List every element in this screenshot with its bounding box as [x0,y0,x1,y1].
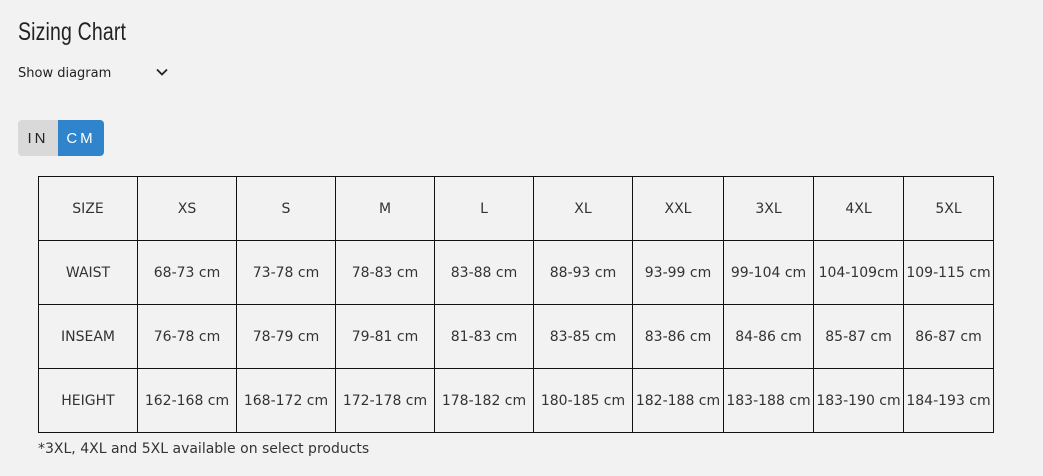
table-cell: 93-99 cm [632,240,724,305]
table-header-row: SIZE XS S M L XL XXL 3XL 4XL 5XL [38,176,994,241]
show-diagram-label: Show diagram [18,65,112,81]
table-row: INSEAM 76-78 cm 78-79 cm 79-81 cm 81-83 cm 83… [38,304,994,369]
table-cell: 76-78 cm [137,304,237,369]
unit-in-button[interactable]: IN [18,120,58,156]
table-cell: XS [137,176,237,241]
table-cell: 180-185 cm [533,368,633,433]
availability-footnote: *3XL, 4XL and 5XL available on select pr… [38,441,370,457]
table-cell: 78-79 cm [236,304,336,369]
table-cell: 79-81 cm [335,304,435,369]
table-cell: 81-83 cm [434,304,534,369]
table-cell: 183-190 cm [813,368,904,433]
table-cell: 3XL [723,176,814,241]
chevron-down-icon [156,68,168,76]
page-title: Sizing Chart [18,18,127,46]
table-cell: S [236,176,336,241]
table-cell: 85-87 cm [813,304,904,369]
table-cell: 178-182 cm [434,368,534,433]
table-cell: 172-178 cm [335,368,435,433]
row-label-cell: HEIGHT [38,368,138,433]
size-chart-table: SIZE XS S M L XL XXL 3XL 4XL 5XL WAIST 68-73 cm 73-7… [38,176,994,433]
table-cell: 184-193 cm [903,368,994,433]
table-cell: XL [533,176,633,241]
table-cell: 168-172 cm [236,368,336,433]
table-cell: 183-188 cm [723,368,814,433]
table-cell: 104-109cm [813,240,904,305]
table-cell: 99-104 cm [723,240,814,305]
row-label-cell: SIZE [38,176,138,241]
row-label-cell: INSEAM [38,304,138,369]
table-cell: 83-86 cm [632,304,724,369]
table-cell: XXL [632,176,724,241]
table-cell: 86-87 cm [903,304,994,369]
table-cell: 162-168 cm [137,368,237,433]
table-cell: 83-88 cm [434,240,534,305]
table-cell: 88-93 cm [533,240,633,305]
show-diagram-toggle[interactable]: Show diagram [18,63,178,83]
table-cell: 84-86 cm [723,304,814,369]
table-cell: 78-83 cm [335,240,435,305]
table-cell: M [335,176,435,241]
table-row: HEIGHT 162-168 cm 168-172 cm 172-178 cm 178-… [38,368,994,433]
table-cell: 109-115 cm [903,240,994,305]
unit-cm-button[interactable]: CM [58,120,104,156]
unit-switch: IN CM [18,120,104,156]
row-label-cell: WAIST [38,240,138,305]
table-cell: 182-188 cm [632,368,724,433]
table-cell: 5XL [903,176,994,241]
table-cell: 73-78 cm [236,240,336,305]
table-cell: 4XL [813,176,904,241]
table-cell: 83-85 cm [533,304,633,369]
table-cell: L [434,176,534,241]
table-row: WAIST 68-73 cm 73-78 cm 78-83 cm 83-88 cm 88-… [38,240,994,305]
table-cell: 68-73 cm [137,240,237,305]
